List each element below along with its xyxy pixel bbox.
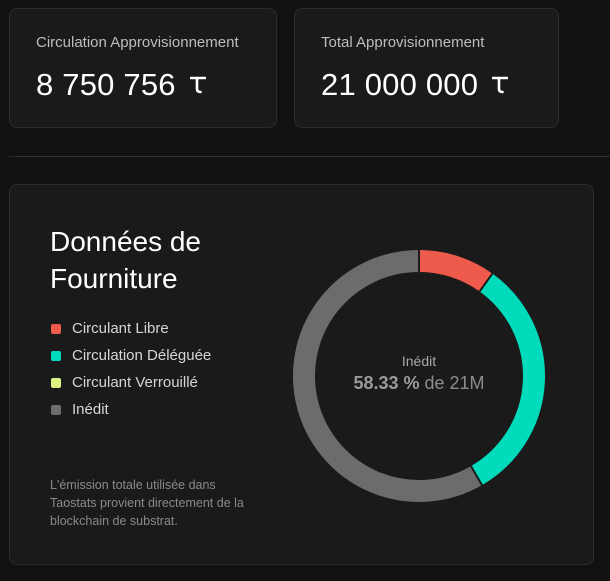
circulating-supply-card: Circulation Approvisionnement 8 750 756	[9, 8, 277, 128]
section-divider	[9, 156, 610, 157]
legend-swatch	[51, 350, 61, 361]
legend-item[interactable]: Circulant Verrouillé	[51, 369, 211, 396]
donut-slice-circulation-deleguee[interactable]	[470, 273, 545, 486]
supply-legend: Circulant Libre Circulation Déléguée Circu…	[51, 315, 211, 423]
legend-label: Inédit	[72, 401, 109, 418]
donut-slice-circulant-libre[interactable]	[418, 250, 493, 292]
legend-swatch	[51, 377, 61, 388]
supply-footnote: L'émission totale utilisée dans Taostats…	[50, 478, 244, 528]
total-supply-card: Total Approvisionnement 21 000 000	[294, 8, 559, 128]
supply-donut-chart	[293, 250, 545, 502]
circulating-supply-label: Circulation Approvisionnement	[36, 34, 239, 51]
circulating-supply-value: 8 750 756	[36, 67, 206, 103]
supply-data-card: Données de Fourniture Circulant Libre Cir…	[9, 184, 594, 565]
tao-icon	[492, 76, 509, 94]
total-supply-value: 21 000 000	[321, 67, 509, 103]
legend-swatch	[51, 323, 61, 334]
donut-center-suffix: de 21M	[419, 373, 485, 393]
donut-slice-separator	[478, 273, 494, 293]
tao-icon	[189, 76, 206, 94]
legend-swatch	[51, 404, 61, 415]
total-supply-label: Total Approvisionnement	[321, 34, 485, 51]
legend-item[interactable]: Circulation Déléguée	[51, 342, 211, 369]
legend-label: Circulant Verrouillé	[72, 374, 198, 391]
donut-slice-separator	[470, 465, 483, 486]
donut-center-percent: 58.33 %	[353, 373, 420, 393]
total-supply-amount: 21 000 000	[321, 67, 479, 102]
donut-center-value: 58.33 % de 21M	[291, 373, 547, 394]
legend-label: Circulation Déléguée	[72, 347, 212, 364]
circulating-supply-amount: 8 750 756	[36, 67, 176, 102]
supply-data-title: Données de Fourniture	[50, 226, 202, 294]
donut-slice-inedit[interactable]	[293, 250, 482, 502]
donut-center-label: Inédit	[401, 353, 437, 369]
legend-label: Circulant Libre	[72, 320, 169, 337]
legend-item[interactable]: Circulant Libre	[51, 315, 211, 342]
legend-item[interactable]: Inédit	[51, 396, 211, 423]
